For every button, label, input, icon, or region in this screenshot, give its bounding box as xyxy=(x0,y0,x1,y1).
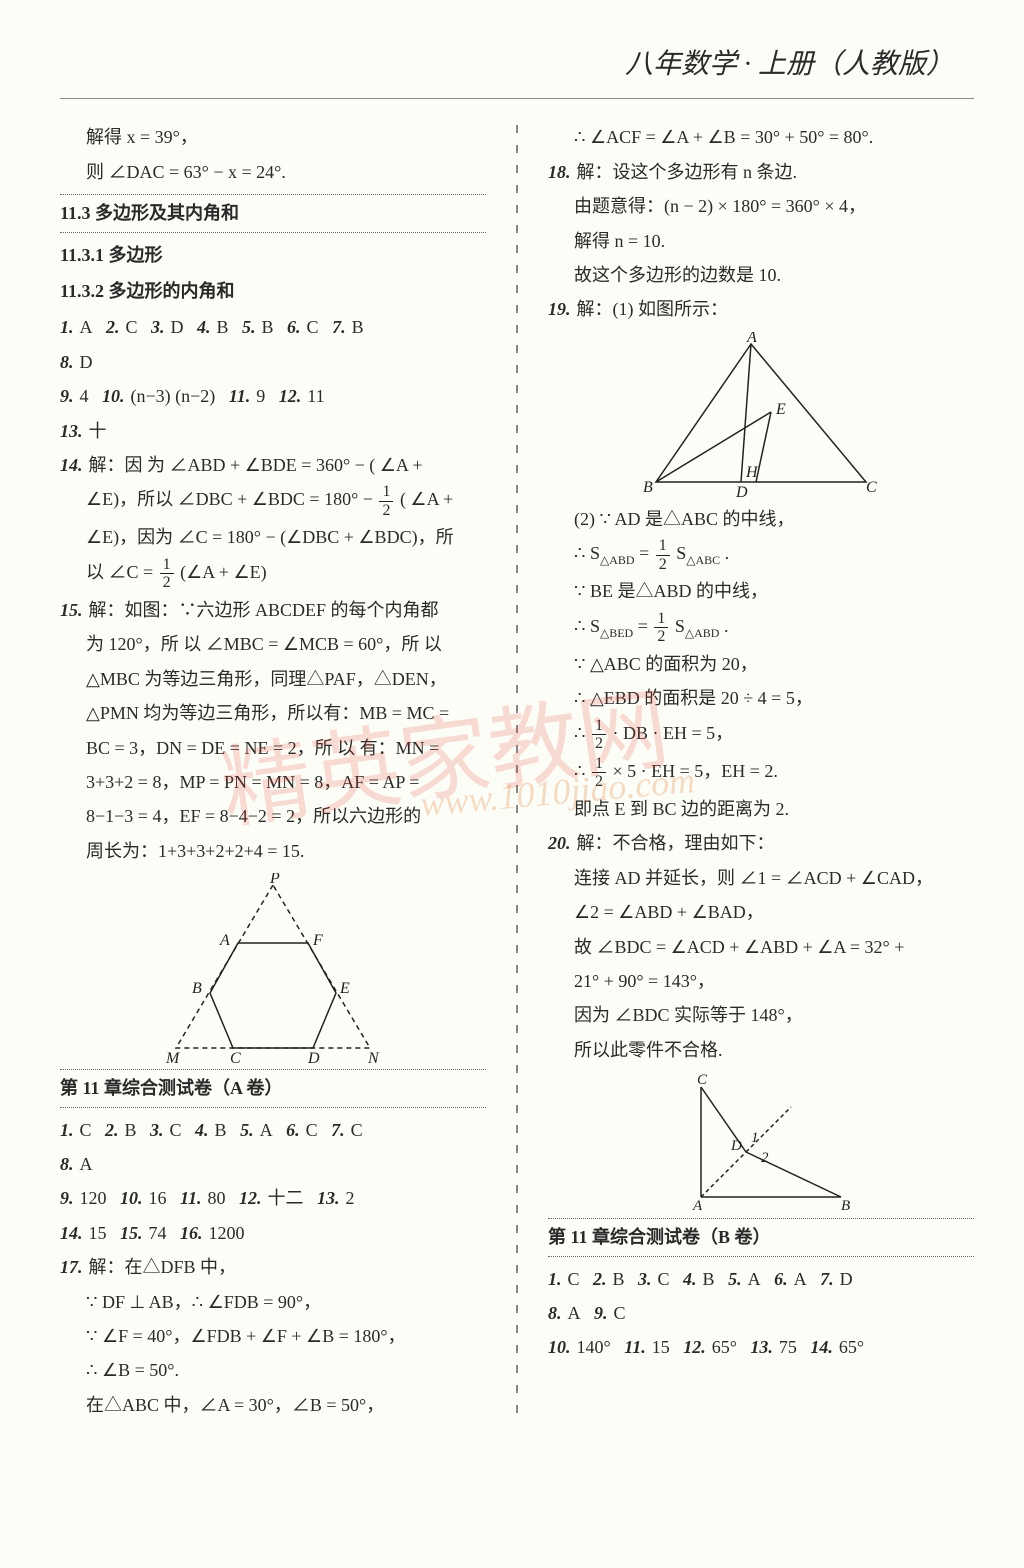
answer-row: 13.十 xyxy=(60,415,486,447)
solution-line: ∴ S△ABD = 12 S△ABC . xyxy=(548,537,974,573)
header-rule xyxy=(60,98,974,99)
solution-line: 因为 ∠BDC 实际等于 148°， xyxy=(548,999,974,1031)
svg-text:A: A xyxy=(692,1198,703,1212)
text-line: 解得 x = 39°， xyxy=(60,121,486,153)
solution-line: ∵ DF ⊥ AB，∴ ∠FDB = 90°， xyxy=(60,1286,486,1318)
solution-line: 在△ABC 中，∠A = 30°，∠B = 50°， xyxy=(60,1389,486,1421)
solution-line: ∴ △EBD 的面积是 20 ÷ 4 = 5， xyxy=(548,682,974,714)
solution-line: 21° + 90° = 143°， xyxy=(548,965,974,997)
svg-text:H: H xyxy=(745,464,759,481)
svg-text:C: C xyxy=(230,1050,241,1063)
sub-heading: 11.3.1 多边形 xyxy=(60,239,486,271)
section-heading: 第 11 章综合测试卷（A 卷） xyxy=(60,1069,486,1107)
sub-heading: 11.3.2 多边形的内角和 xyxy=(60,275,486,307)
solution-line: 周长为：1+3+3+2+2+4 = 15. xyxy=(60,835,486,867)
solution-line: 连接 AD 并延长，则 ∠1 = ∠ACD + ∠CAD， xyxy=(548,862,974,894)
solution-line: ∴ ∠B = 50°. xyxy=(60,1354,486,1386)
page-header: 八年数学 · 上册（人教版） xyxy=(60,40,974,90)
solution-line: ∴ ∠ACF = ∠A + ∠B = 30° + 50° = 80°. xyxy=(548,121,974,153)
section-heading: 11.3 多边形及其内角和 xyxy=(60,194,486,232)
svg-text:B: B xyxy=(643,479,653,496)
svg-text:B: B xyxy=(841,1198,850,1212)
answer-row: 1.C 2.B 3.C 4.B 5.A 6.C 7.C xyxy=(60,1114,486,1146)
figure-19-triangle: A E H B D C xyxy=(641,332,881,497)
answer-row: 9.120 10.16 11.80 12.十二 13.2 xyxy=(60,1182,486,1214)
svg-text:C: C xyxy=(866,479,877,496)
solution-line: 故这个多边形的边数是 10. xyxy=(548,259,974,291)
figure-20-angle: C D 1 2 A B xyxy=(661,1072,861,1212)
svg-text:1: 1 xyxy=(751,1130,759,1146)
fraction-half: 12 xyxy=(379,483,393,519)
svg-text:B: B xyxy=(192,980,202,997)
svg-text:D: D xyxy=(730,1138,742,1154)
svg-text:P: P xyxy=(269,873,280,887)
svg-text:2: 2 xyxy=(761,1150,769,1166)
answer-row: 9.4 10.(n−3) (n−2) 11.9 12.11 xyxy=(60,380,486,412)
solution-line: ∠2 = ∠ABD + ∠BAD， xyxy=(548,896,974,928)
solution-line: ∠E)，因为 ∠C = 180° − (∠DBC + ∠BDC)，所 xyxy=(60,521,486,553)
svg-text:F: F xyxy=(312,932,323,949)
solution-line: ∵ △ABC 的面积为 20， xyxy=(548,648,974,680)
solution-line: BC = 3，DN = DE = NE = 2，所 以 有：MN = xyxy=(60,732,486,764)
answer-row: 8.A xyxy=(60,1148,486,1180)
column-divider xyxy=(516,119,518,1423)
answer-row: 8.D xyxy=(60,346,486,378)
fraction-half: 12 xyxy=(160,556,174,592)
left-column: 解得 x = 39°， 则 ∠DAC = 63° − x = 24°. 11.3… xyxy=(60,119,486,1423)
answer-row: 1.A 2.C 3.D 4.B 5.B 6.C 7.B xyxy=(60,311,486,343)
answer-row: 14.15 15.74 16.1200 xyxy=(60,1217,486,1249)
svg-text:A: A xyxy=(219,932,230,949)
solution-line: ∠E)，所以 ∠DBC + ∠BDC = 180° − 12 ( ∠A + xyxy=(60,483,486,519)
solution-line: 19.解：(1) 如图所示： xyxy=(548,293,974,325)
solution-line: ∵ ∠F = 40°，∠FDB + ∠F + ∠B = 180°， xyxy=(60,1320,486,1352)
solution-line: △MBC 为等边三角形，同理△PAF，△DEN， xyxy=(60,663,486,695)
svg-text:E: E xyxy=(775,401,786,418)
solution-line: 以 ∠C = 12 (∠A + ∠E) xyxy=(60,556,486,592)
text-line: 则 ∠DAC = 63° − x = 24°. xyxy=(60,156,486,188)
solution-line: 15.解：如图：∵六边形 ABCDEF 的每个内角都 xyxy=(60,594,486,626)
answer-row: 10.140° 11.15 12.65° 13.75 14.65° xyxy=(548,1331,974,1363)
figure-15-hexagon: P A F B E M C D N xyxy=(158,873,388,1063)
solution-line: 8−1−3 = 4，EF = 8−4−2 = 2，所以六边形的 xyxy=(60,800,486,832)
solution-line: ∴ S△BED = 12 S△ABD . xyxy=(548,610,974,646)
solution-line: 即点 E 到 BC 边的距离为 2. xyxy=(548,793,974,825)
solution-line: 14.解：因 为 ∠ABD + ∠BDE = 360° − ( ∠A + xyxy=(60,449,486,481)
solution-line: 为 120°，所 以 ∠MBC = ∠MCB = 60°，所 以 xyxy=(60,628,486,660)
right-column: ∴ ∠ACF = ∠A + ∠B = 30° + 50° = 80°. 18.解… xyxy=(548,119,974,1423)
content-columns: 解得 x = 39°， 则 ∠DAC = 63° − x = 24°. 11.3… xyxy=(60,119,974,1423)
solution-line: △PMN 均为等边三角形，所以有：MB = MC = xyxy=(60,697,486,729)
solution-line: ∴ 12 · DB · EH = 5， xyxy=(548,717,974,753)
svg-text:E: E xyxy=(339,980,350,997)
svg-text:D: D xyxy=(735,484,748,497)
solution-line: (2) ∵ AD 是△ABC 的中线， xyxy=(548,503,974,535)
svg-text:M: M xyxy=(165,1050,181,1063)
solution-line: 20.解：不合格，理由如下： xyxy=(548,827,974,859)
solution-line: 由题意得：(n − 2) × 180° = 360° × 4， xyxy=(548,190,974,222)
svg-text:C: C xyxy=(697,1072,708,1088)
answer-row: 1.C 2.B 3.C 4.B 5.A 6.A 7.D xyxy=(548,1263,974,1295)
section-heading: 第 11 章综合测试卷（B 卷） xyxy=(548,1218,974,1256)
solution-line: 所以此零件不合格. xyxy=(548,1034,974,1066)
solution-line: ∵ BE 是△ABD 的中线， xyxy=(548,575,974,607)
answer-row: 8.A 9.C xyxy=(548,1297,974,1329)
solution-line: 3+3+2 = 8，MP = PN = MN = 8，AF = AP = xyxy=(60,766,486,798)
solution-line: 解得 n = 10. xyxy=(548,225,974,257)
svg-text:D: D xyxy=(307,1050,320,1063)
answer-item: 1. xyxy=(60,317,74,337)
svg-text:A: A xyxy=(746,332,757,346)
page: 八年数学 · 上册（人教版） 精英家教网 www.1010jiao.com 解得… xyxy=(0,0,1024,1568)
solution-line: ∴ 12 × 5 · EH = 5，EH = 2. xyxy=(548,755,974,791)
svg-text:N: N xyxy=(367,1050,380,1063)
solution-line: 18.解：设这个多边形有 n 条边. xyxy=(548,156,974,188)
solution-line: 故 ∠BDC = ∠ACD + ∠ABD + ∠A = 32° + xyxy=(548,931,974,963)
solution-line: 17.解：在△DFB 中， xyxy=(60,1251,486,1283)
